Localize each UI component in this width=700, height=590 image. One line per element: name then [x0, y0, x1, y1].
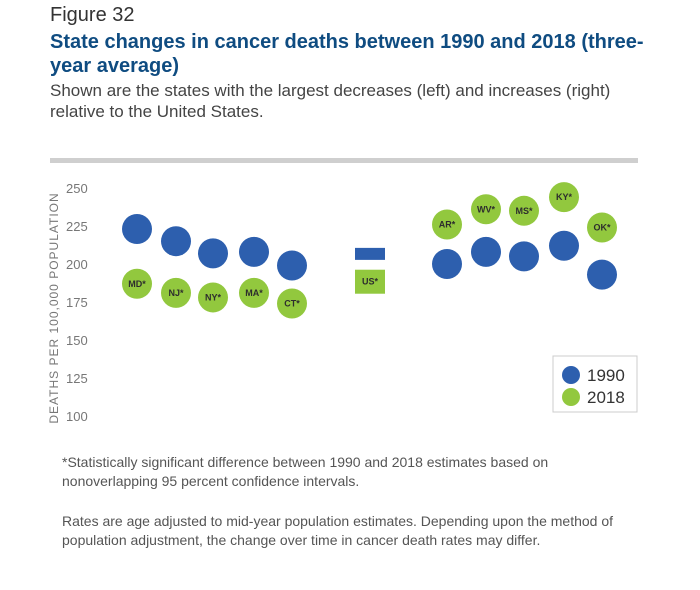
point-label-ms: MS*	[515, 206, 533, 216]
point-2018-ma	[239, 277, 269, 308]
point-label-ky: KY*	[556, 192, 573, 202]
point-label-us: US*	[362, 277, 379, 287]
y-tick-label-150: 150	[66, 333, 88, 348]
point-1990-ma	[239, 236, 269, 267]
header-divider	[50, 158, 638, 163]
point-2018-md	[122, 268, 152, 299]
point-label-wv: WV*	[477, 204, 495, 214]
y-tick-label-175: 175	[66, 295, 88, 310]
point-1990-ny	[198, 238, 228, 269]
point-label-ny: NY*	[205, 292, 222, 302]
point-2018-ky	[549, 182, 579, 213]
figure-label: Figure 32	[50, 4, 135, 26]
significance-note: *Statistically significant difference be…	[62, 454, 549, 489]
point-2018-ar	[432, 209, 462, 240]
point-label-ar: AR*	[439, 219, 456, 229]
point-1990-us	[355, 247, 385, 260]
point-1990-md	[122, 214, 152, 245]
point-1990-ct	[277, 250, 307, 281]
chart-subtitle: Shown are the states with the largest de…	[50, 81, 611, 121]
y-tick-label-125: 125	[66, 371, 88, 386]
chart-title: State changes in cancer deaths between 1…	[50, 31, 644, 77]
point-label-nj: NJ*	[168, 288, 184, 298]
point-1990-ky	[549, 230, 579, 261]
y-tick-label-200: 200	[66, 257, 88, 272]
legend-label-2018: 2018	[587, 388, 625, 407]
y-tick-label-250: 250	[66, 181, 88, 196]
point-1990-ms	[509, 241, 539, 272]
point-label-ma: MA*	[245, 288, 263, 298]
point-2018-us	[355, 269, 385, 294]
point-2018-ny	[198, 282, 228, 313]
point-1990-ok	[587, 259, 617, 290]
point-2018-wv	[471, 194, 501, 225]
point-2018-ct	[277, 288, 307, 319]
y-axis: 250 225 200 175 150 125 100	[66, 181, 88, 424]
y-axis-label: DEATHS PER 100,000 POPULATION	[47, 192, 61, 423]
adjustment-note: Rates are age adjusted to mid-year popul…	[62, 513, 614, 548]
point-label-md: MD*	[128, 279, 146, 289]
y-tick-label-225: 225	[66, 219, 88, 234]
point-1990-ar	[432, 249, 462, 279]
point-2018-nj	[161, 277, 191, 308]
point-1990-wv	[471, 236, 501, 267]
data-points: MD* NJ* NY* MA* CT* US* AR* WV* MS* KY* OK*	[122, 182, 617, 319]
point-label-ok: OK*	[593, 223, 611, 233]
point-2018-ms	[509, 195, 539, 226]
point-2018-ok	[587, 212, 617, 243]
legend-swatch-2018	[562, 388, 580, 406]
dot-chart: 250 225 200 175 150 125 100 DEATHS PER 100,000…	[47, 181, 638, 424]
legend: 1990 2018	[552, 355, 638, 413]
y-tick-label-100: 100	[66, 409, 88, 424]
legend-swatch-1990	[562, 366, 580, 384]
legend-label-1990: 1990	[587, 366, 625, 385]
point-label-ct: CT*	[284, 299, 300, 309]
point-1990-nj	[161, 226, 191, 257]
